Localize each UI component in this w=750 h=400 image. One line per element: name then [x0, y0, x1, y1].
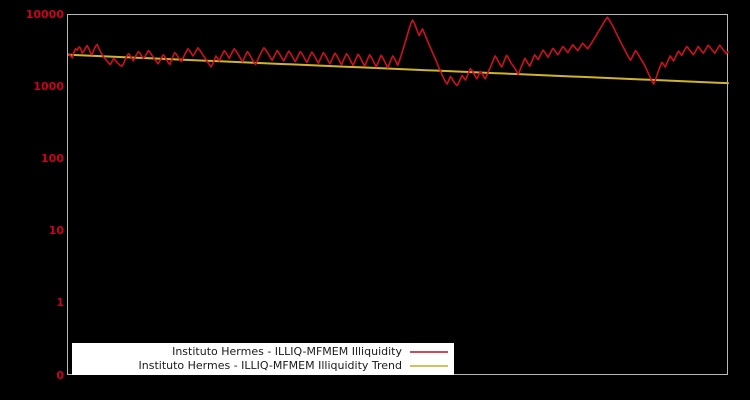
y-tick-label-10: 10 — [48, 224, 64, 237]
y-tick-label-10000: 10000 — [25, 8, 64, 21]
legend-item-series[interactable]: Instituto Hermes - ILLIQ-MFMEM Illiquidi… — [72, 345, 454, 359]
y-tick-label-0: 0 — [56, 369, 64, 382]
legend-label-trend: Instituto Hermes - ILLIQ-MFMEM Illiquidi… — [138, 359, 403, 372]
legend-label-series: Instituto Hermes - ILLIQ-MFMEM Illiquidi… — [172, 345, 402, 358]
y-tick-label-1: 1 — [56, 296, 64, 309]
legend-item-trend[interactable]: Instituto Hermes - ILLIQ-MFMEM Illiquidi… — [72, 359, 454, 373]
y-tick-label-1000: 1000 — [33, 80, 64, 93]
plot-area — [67, 14, 729, 375]
legend-swatch-trend-icon — [410, 360, 448, 372]
y-axis-tick-labels: 10000 1000 100 10 1 0 — [0, 0, 64, 400]
illiquidity-series-line — [68, 16, 729, 87]
chart-legend[interactable]: Instituto Hermes - ILLIQ-MFMEM Illiquidi… — [72, 343, 454, 375]
legend-swatch-series-icon — [410, 346, 448, 358]
y-tick-label-100: 100 — [41, 152, 64, 165]
plot-svg — [68, 16, 729, 87]
